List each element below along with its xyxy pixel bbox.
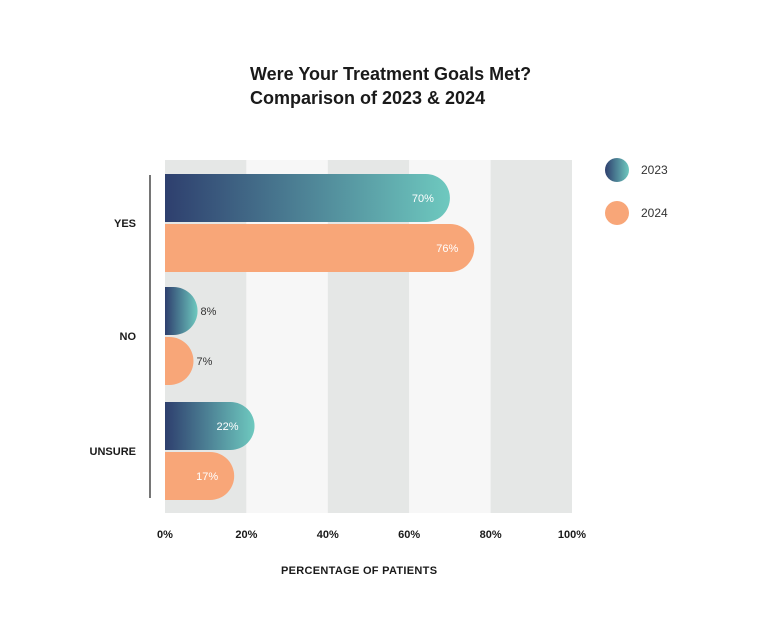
data-label-unsure-2023: 22% [217,421,239,433]
category-label-yes: YES [114,218,136,230]
category-label-unsure: UNSURE [90,446,136,458]
x-tick-label: 60% [398,529,420,541]
x-tick-label: 80% [480,529,502,541]
chart-title-line-2: Comparison of 2023 & 2024 [250,88,486,108]
legend-item-2023: 2023 [605,158,668,182]
x-tick-label: 20% [235,529,257,541]
legend-swatch-2024 [605,201,629,225]
x-tick-label: 100% [558,529,586,541]
bar-yes-2023 [165,174,450,222]
category-label-no: NO [120,331,137,343]
legend-item-2024: 2024 [605,201,668,225]
bar-unsure-2023 [165,402,255,450]
data-label-unsure-2024: 17% [196,471,218,483]
bar-unsure-2024 [165,452,235,500]
x-tick-label: 0% [157,529,173,541]
data-label-yes-2024: 76% [436,243,458,255]
legend-swatch-2023 [605,158,629,182]
legend-label-2023: 2023 [641,163,668,177]
x-tick-label: 40% [317,529,339,541]
data-label-yes-2023: 70% [412,193,434,205]
x-axis-title: PERCENTAGE OF PATIENTS [281,565,438,577]
grid-band [490,160,572,513]
chart-title: Were Your Treatment Goals Met? Compariso… [250,62,531,110]
legend-label-2024: 2024 [641,206,668,220]
bar-yes-2024 [165,224,475,272]
data-label-no-2024: 7% [196,356,212,368]
data-label-no-2023: 8% [201,306,217,318]
chart-title-line-1: Were Your Treatment Goals Met? [250,64,532,84]
bar-no-2023 [165,287,198,335]
bar-no-2024 [165,337,194,385]
